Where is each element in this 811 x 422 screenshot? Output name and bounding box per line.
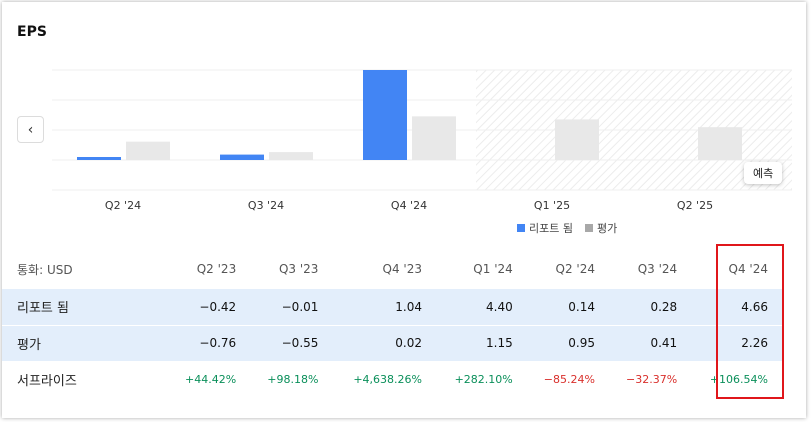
table-cell: 0.28 <box>610 289 694 325</box>
bar-reported <box>363 70 407 160</box>
table-cell: −32.37% <box>626 372 678 386</box>
eps-chart: Q2 '24 Q3 '24 Q4 '24 Q1 '25 Q2 '25 ‹ 예측 리포트 … <box>2 2 806 242</box>
table-cell: −85.24% <box>543 372 595 386</box>
column-header: Q1 '24 <box>473 262 513 276</box>
legend-item-estimate[interactable]: 평가 <box>584 220 618 236</box>
table-row-reported: 리포트 됨 −0.42 −0.01 1.04 4.40 0.14 0.28 4.… <box>2 289 784 325</box>
table-header-row: 통화: USD Q2 '23 Q3 '23 Q4 '23 Q1 '24 Q2 '… <box>2 249 784 289</box>
table-row-estimate: 평가 −0.76 −0.55 0.02 1.15 0.95 0.41 2.26 <box>2 324 784 361</box>
x-tick-label: Q2 '25 <box>677 199 713 212</box>
column-header: Q4 '23 <box>382 262 422 276</box>
eps-table: 통화: USD Q2 '23 Q3 '23 Q4 '23 Q1 '24 Q2 '… <box>2 249 784 397</box>
eps-card: EPS Q2 '24 Q3 '24 Q4 '24 Q1 '25 Q2 '25 ‹ 예측 … <box>2 2 806 418</box>
table-cell: +98.18% <box>267 372 319 386</box>
table-row-surprise: 서프라이즈 +44.42% +98.18% +4,638.26% +282.10… <box>2 361 784 397</box>
bar-estimate <box>555 119 599 160</box>
x-tick-label: Q3 '24 <box>248 199 284 212</box>
table-cell: −0.42 <box>170 289 253 325</box>
chart-legend: 리포트 됨 평가 <box>517 220 617 236</box>
column-header: Q3 '23 <box>278 262 319 276</box>
bar-reported <box>220 154 264 160</box>
table-cell: +106.54% <box>709 372 768 386</box>
table-cell: +282.10% <box>454 372 513 386</box>
column-header: Q2 '23 <box>196 262 237 276</box>
x-tick-label: Q4 '24 <box>391 199 427 212</box>
table-cell: 1.04 <box>334 289 438 325</box>
table-cell: 0.41 <box>610 324 694 361</box>
row-label: 서프라이즈 <box>17 373 77 389</box>
column-header: Q4 '24 <box>728 262 768 276</box>
bar-estimate <box>698 127 742 160</box>
table-cell: −0.76 <box>170 324 253 361</box>
table-cell: 0.14 <box>528 289 611 325</box>
legend-label-estimate: 평가 <box>596 222 618 235</box>
table-cell: 2.26 <box>693 324 784 361</box>
bar-estimate <box>412 116 456 160</box>
row-label: 리포트 됨 <box>2 289 170 325</box>
legend-swatch-estimate <box>584 224 593 232</box>
table-cell: −0.01 <box>252 289 335 325</box>
card-title: EPS <box>17 24 47 40</box>
chart-prev-button[interactable]: ‹ <box>17 116 44 143</box>
chevron-left-icon: ‹ <box>27 121 34 138</box>
legend-swatch-reported <box>517 224 525 232</box>
table-cell: 1.15 <box>438 324 529 361</box>
column-header: Q3 '24 <box>637 262 678 276</box>
eps-bar-chart: Q2 '24 Q3 '24 Q4 '24 Q1 '25 Q2 '25 <box>52 69 792 212</box>
table-cell: +4,638.26% <box>353 372 422 386</box>
bar-estimate <box>126 141 170 160</box>
x-tick-label: Q2 '24 <box>105 199 141 212</box>
bar-reported <box>77 157 121 160</box>
table-cell: 0.02 <box>334 324 438 361</box>
bar-estimate <box>269 152 313 160</box>
table-cell: +44.42% <box>185 372 237 386</box>
table-cell: 4.66 <box>693 289 784 325</box>
legend-item-reported[interactable]: 리포트 됨 <box>517 220 573 236</box>
table-cell: −0.55 <box>252 324 335 361</box>
legend-label-reported: 리포트 됨 <box>529 222 573 235</box>
currency-label: 통화: USD <box>17 262 73 277</box>
forecast-badge[interactable]: 예측 <box>744 162 783 184</box>
x-tick-label: Q1 '25 <box>534 199 570 212</box>
table-cell: 0.95 <box>528 324 611 361</box>
table-cell: 4.40 <box>438 289 529 325</box>
row-label: 평가 <box>2 324 170 361</box>
column-header: Q2 '24 <box>555 262 595 276</box>
